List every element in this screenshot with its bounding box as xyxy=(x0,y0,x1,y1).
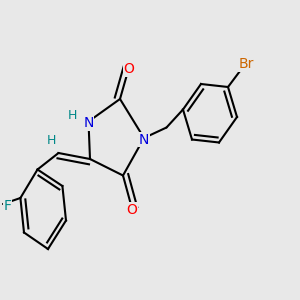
Text: N: N xyxy=(83,116,94,130)
Text: H: H xyxy=(46,134,56,148)
Text: Br: Br xyxy=(238,58,254,71)
Text: F: F xyxy=(4,199,11,212)
Text: O: O xyxy=(124,62,134,76)
Text: O: O xyxy=(127,203,137,217)
Text: N: N xyxy=(139,133,149,146)
Text: H: H xyxy=(67,109,77,122)
